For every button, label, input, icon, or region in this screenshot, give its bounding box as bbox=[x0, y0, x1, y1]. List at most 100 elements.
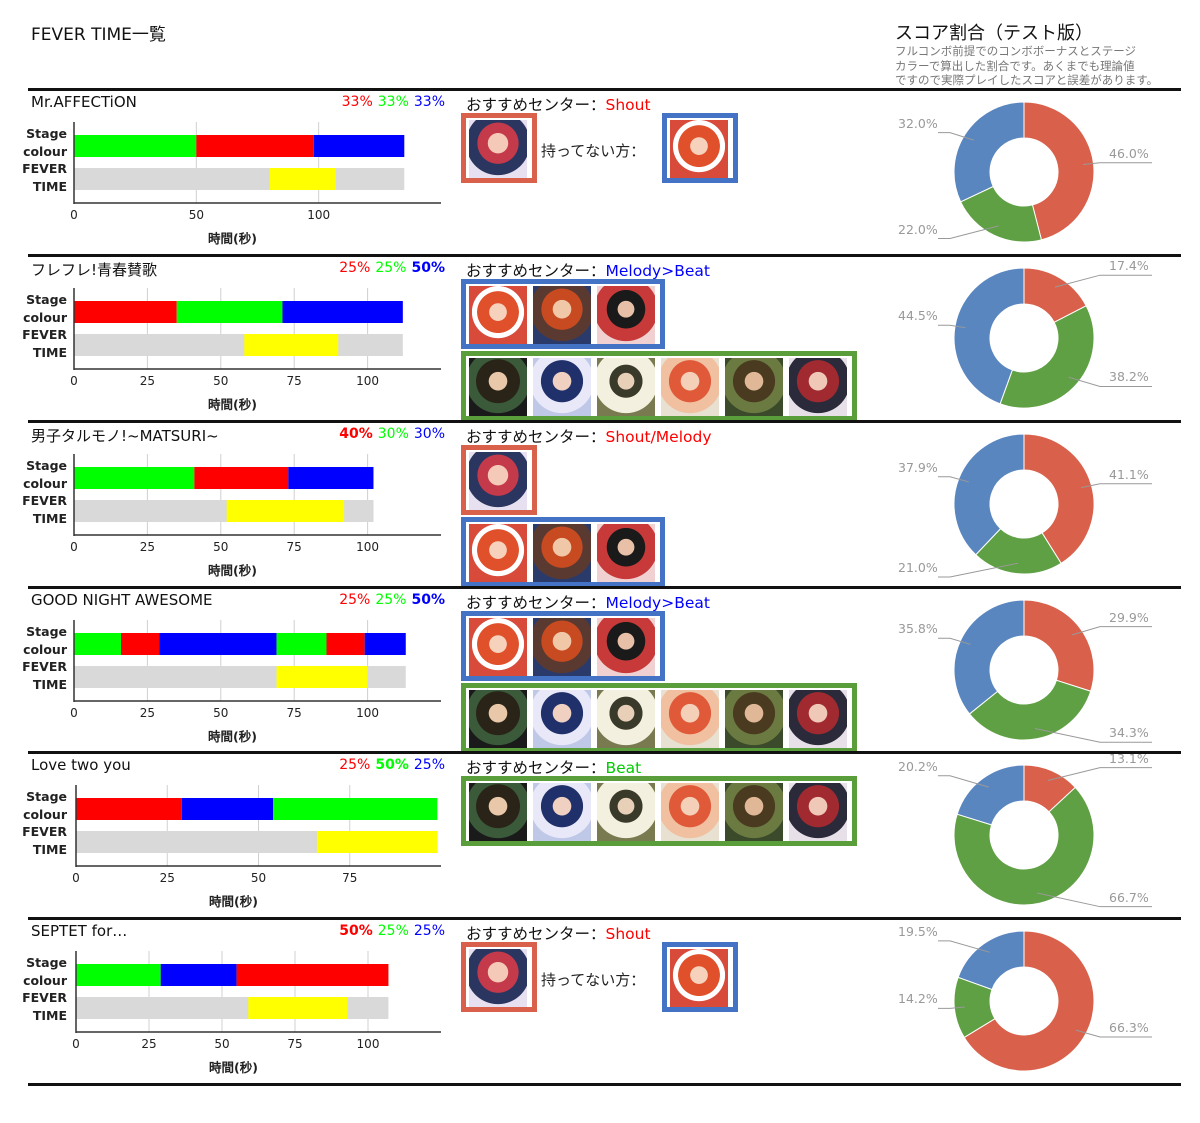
recommended-center: おすすめセンター：Shout/Melody bbox=[466, 425, 712, 447]
donut-label-red: 46.0% bbox=[1109, 145, 1149, 161]
character-thumbnail bbox=[661, 783, 719, 841]
color-percentages: 25% 50% 25% bbox=[339, 757, 445, 773]
score-ratio-title: スコア割合（テスト版） bbox=[895, 23, 1093, 44]
donut-label-blue: 19.5% bbox=[898, 923, 938, 939]
label-leader-line bbox=[1034, 727, 1152, 743]
color-percentages: 25% 25% 50% bbox=[339, 260, 445, 276]
label-leader-line bbox=[1068, 376, 1152, 387]
alternative-character-group bbox=[662, 113, 738, 183]
score-ratio-donut bbox=[938, 267, 1152, 409]
recommend-value: Shout bbox=[605, 96, 651, 114]
label-line: Stage bbox=[26, 126, 67, 141]
stage-colour-segment-green bbox=[276, 633, 327, 655]
percent-green: 50% bbox=[375, 757, 409, 773]
character-thumbnail bbox=[597, 618, 655, 676]
stage-colour-segment-green bbox=[74, 135, 197, 157]
character-thumbnail bbox=[661, 690, 719, 748]
recommend-value: Melody>Beat bbox=[605, 594, 710, 612]
stage-colour-segment-green bbox=[176, 301, 283, 323]
x-tick-label: 100 bbox=[307, 208, 331, 222]
x-tick-label: 50 bbox=[214, 1037, 230, 1051]
character-thumbnail bbox=[469, 358, 527, 416]
score-ratio-donut bbox=[938, 764, 1152, 908]
character-thumbnail bbox=[789, 690, 847, 748]
donut-label-blue: 44.5% bbox=[898, 308, 938, 324]
label-leader-line bbox=[1075, 1029, 1152, 1038]
x-axis-label: 時間(秒) bbox=[208, 563, 257, 578]
recommend-value: Melody>Beat bbox=[605, 262, 710, 280]
stage-colour-label: Stage colour bbox=[22, 125, 67, 160]
x-tick-label: 25 bbox=[141, 1037, 157, 1051]
donut-slice-blue bbox=[953, 599, 1025, 715]
x-axis-label: 時間(秒) bbox=[208, 729, 257, 744]
character-thumbnail bbox=[597, 690, 655, 748]
x-tick-label: 50 bbox=[250, 871, 267, 885]
donut-slice-blue bbox=[956, 764, 1025, 826]
character-thumbnail bbox=[597, 783, 655, 841]
not-owned-label: 持ってない方： bbox=[541, 142, 646, 160]
character-thumbnail bbox=[597, 286, 655, 344]
character-thumbnail bbox=[469, 690, 527, 748]
song-title: 男子タルモノ!~MATSURI~ bbox=[31, 427, 219, 445]
donut-label-red: 13.1% bbox=[1109, 750, 1149, 766]
percent-green: 30% bbox=[377, 426, 409, 442]
song-title: フレフレ!青春賛歌 bbox=[31, 261, 158, 279]
percent-blue: 50% bbox=[411, 592, 445, 608]
label-line: FEVER bbox=[22, 161, 67, 176]
character-thumbnail bbox=[533, 783, 591, 841]
label-line: colour bbox=[23, 972, 67, 988]
fever-timeline-chart bbox=[75, 785, 441, 867]
x-axis-label: 時間(秒) bbox=[208, 397, 257, 412]
not-owned-label: 持ってない方： bbox=[541, 971, 646, 989]
x-tick-label: 25 bbox=[159, 871, 175, 885]
stage-colour-label: Stage colour bbox=[22, 788, 67, 823]
fever-track bbox=[74, 334, 403, 356]
stage-colour-segment-blue bbox=[288, 467, 374, 489]
song-title: SEPTET for… bbox=[31, 922, 128, 940]
donut-label-green: 21.0% bbox=[898, 560, 938, 575]
x-tick-label: 0 bbox=[70, 540, 78, 554]
recommend-label: おすすめセンター： bbox=[466, 759, 606, 777]
section-divider bbox=[28, 88, 1181, 91]
fever-timeline-chart bbox=[73, 122, 441, 204]
character-thumbnail bbox=[469, 452, 527, 510]
x-tick-label: 50 bbox=[213, 540, 229, 554]
color-percentages: 25% 25% 50% bbox=[339, 592, 445, 608]
donut-slice-blue bbox=[953, 267, 1025, 405]
label-leader-line bbox=[1037, 892, 1152, 908]
recommended-center: おすすめセンター：Shout bbox=[466, 922, 651, 944]
section-divider bbox=[28, 751, 1181, 754]
recommended-center: おすすめセンター：Melody>Beat bbox=[466, 591, 710, 613]
label-leader-line bbox=[938, 775, 989, 788]
character-group bbox=[461, 113, 537, 183]
recommend-label: おすすめセンター： bbox=[466, 262, 606, 280]
x-tick-label: 75 bbox=[287, 1037, 303, 1051]
stage-colour-label: Stage colour bbox=[22, 623, 67, 658]
x-tick-label: 100 bbox=[356, 374, 380, 388]
x-tick-label: 0 bbox=[72, 871, 80, 885]
stage-colour-segment-blue bbox=[364, 633, 406, 655]
label-line: colour bbox=[23, 641, 67, 657]
x-tick-label: 0 bbox=[70, 374, 78, 388]
donut-slice-blue bbox=[957, 930, 1025, 991]
section-divider bbox=[28, 586, 1181, 589]
donut-slice-red bbox=[1023, 101, 1095, 241]
donut-label-green: 66.7% bbox=[1109, 889, 1149, 905]
stage-colour-segment-blue bbox=[160, 964, 237, 986]
character-thumbnail bbox=[670, 120, 728, 178]
recommended-center: おすすめセンター：Shout bbox=[466, 93, 651, 115]
donut-slice-red bbox=[1023, 599, 1095, 692]
score-ratio-donut bbox=[938, 599, 1152, 743]
label-line: FEVER bbox=[22, 824, 67, 839]
stage-colour-segment-red bbox=[196, 135, 314, 157]
stage-colour-label: Stage colour bbox=[22, 457, 67, 492]
character-group bbox=[461, 942, 537, 1012]
label-line: Stage bbox=[26, 955, 67, 970]
fever-time-segment bbox=[244, 334, 339, 356]
note-line: カラーで算出した割合です。あくまでも理論値 bbox=[895, 58, 1135, 73]
character-thumbnail bbox=[533, 524, 591, 582]
label-line: TIME bbox=[32, 676, 67, 692]
percent-green: 25% bbox=[377, 923, 409, 939]
label-leader-line bbox=[1047, 767, 1152, 781]
